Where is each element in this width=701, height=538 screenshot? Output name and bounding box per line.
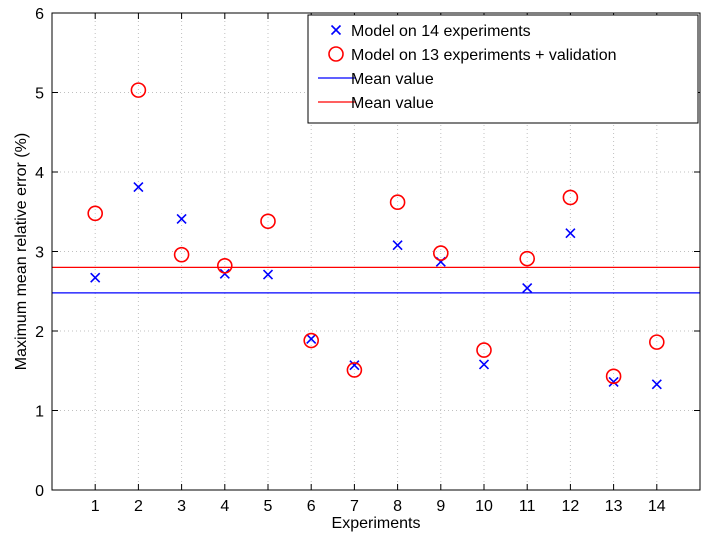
point-circle-marker — [130, 82, 147, 98]
point-x-marker — [349, 360, 360, 371]
x-tick-label: 8 — [393, 498, 402, 515]
marker-stroke — [176, 213, 187, 224]
point-circle-marker — [346, 362, 363, 378]
y-axis-label: Maximum mean relative error (%) — [13, 133, 30, 370]
legend-entry-label: Model on 13 experiments + validation — [351, 47, 617, 64]
point-x-marker — [90, 272, 101, 283]
x-tick-label: 6 — [307, 498, 316, 515]
point-circle-marker — [173, 246, 190, 263]
x-tick-label: 1 — [91, 498, 100, 515]
legend-circle-marker — [328, 46, 344, 62]
x-tick-label: 13 — [605, 498, 623, 515]
point-x-marker — [392, 240, 403, 251]
y-tick-label: 6 — [35, 6, 44, 23]
y-tick-label: 4 — [35, 165, 44, 182]
marker-stroke — [522, 283, 533, 294]
point-x-marker — [306, 333, 317, 345]
marker-stroke — [349, 360, 360, 371]
marker-stroke — [90, 272, 101, 283]
legend-x-marker — [330, 24, 342, 36]
point-x-marker — [478, 359, 490, 370]
point-circle-marker — [260, 213, 276, 230]
marker-stroke — [330, 24, 342, 36]
point-circle-marker — [389, 194, 406, 211]
point-x-marker — [262, 269, 274, 280]
legend-entry-label: Mean value — [351, 71, 434, 88]
marker-stroke — [306, 333, 317, 345]
y-tick-label: 0 — [35, 483, 44, 500]
x-axis-label: Experiments — [332, 515, 421, 532]
marker-stroke — [133, 182, 144, 193]
y-tick-label: 1 — [35, 404, 44, 421]
x-tick-label: 5 — [264, 498, 273, 515]
x-tick-label: 10 — [475, 498, 493, 515]
marker-stroke — [392, 240, 403, 251]
mean-lines — [52, 266, 700, 294]
x-tick-label: 2 — [134, 498, 143, 515]
marker-stroke — [262, 269, 274, 280]
point-x-marker — [608, 376, 619, 387]
point-circle-marker — [432, 245, 449, 261]
point-x-marker — [522, 283, 533, 294]
x-tick-label: 9 — [436, 498, 445, 515]
marker-stroke — [219, 268, 230, 279]
x-tick-label: 14 — [648, 498, 666, 515]
point-x-marker — [133, 182, 144, 193]
y-tick-label: 5 — [35, 86, 44, 103]
point-circle-marker — [217, 258, 233, 274]
point-circle-marker — [476, 342, 492, 358]
point-x-marker — [219, 268, 230, 279]
point-circle-marker — [87, 205, 103, 222]
x-tick-label: 12 — [562, 498, 580, 515]
x-tick-label: 3 — [177, 498, 186, 515]
legend: Model on 14 experiments Model on 13 exper… — [307, 14, 699, 124]
y-tick-label: 3 — [35, 245, 44, 262]
x-tick-label: 4 — [220, 498, 229, 515]
point-circle-marker — [303, 332, 320, 349]
point-circle-marker — [562, 189, 579, 206]
legend-entry-label: Mean value — [351, 95, 434, 112]
point-x-marker — [651, 379, 662, 390]
x-tick-label: 7 — [350, 498, 359, 515]
marker-stroke — [565, 228, 576, 239]
point-circle-marker — [519, 250, 536, 267]
x-tick-label: 11 — [519, 498, 536, 515]
point-circle-marker — [605, 368, 622, 385]
y-tick-label: 2 — [35, 324, 44, 341]
point-x-marker — [565, 228, 576, 239]
point-circle-marker — [648, 334, 665, 350]
point-x-marker — [176, 213, 187, 224]
data-markers — [87, 82, 665, 390]
legend-box — [307, 14, 699, 124]
legend-entry-label: Model on 14 experiments — [351, 23, 531, 40]
marker-stroke — [608, 376, 619, 387]
marker-stroke — [651, 379, 662, 390]
marker-stroke — [478, 359, 490, 370]
